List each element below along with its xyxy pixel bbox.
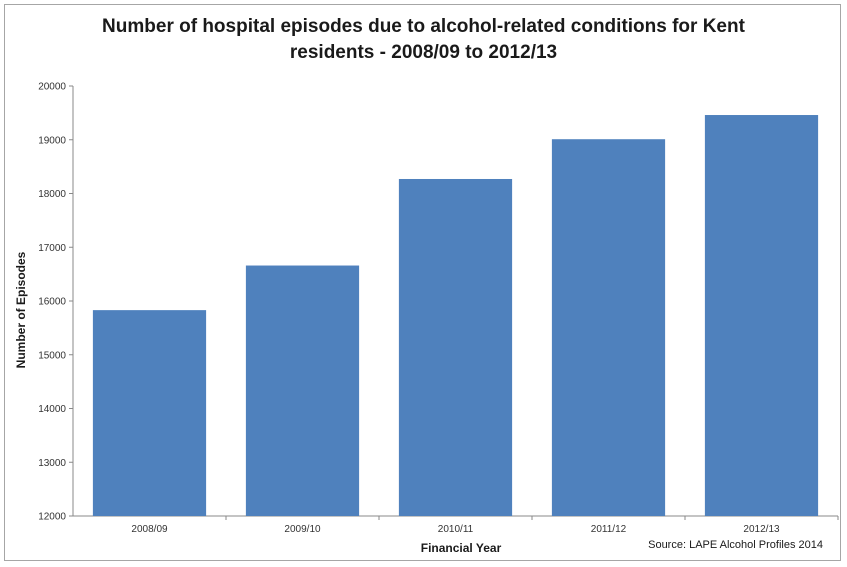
x-tick-label: 2012/13 bbox=[743, 524, 780, 535]
chart-title-line-1: Number of hospital episodes due to alcoh… bbox=[102, 16, 745, 37]
y-tick-label: 13000 bbox=[38, 458, 66, 469]
bar-2011-12 bbox=[551, 139, 666, 516]
x-tick-label: 2009/10 bbox=[284, 524, 321, 535]
y-tick-label: 15000 bbox=[38, 350, 66, 361]
x-axis-ticks: 2008/09 2009/10 2010/11 2011/12 2012/13 bbox=[131, 516, 839, 535]
x-tick-label: 2011/12 bbox=[591, 524, 627, 535]
bar-2010-11 bbox=[398, 178, 513, 517]
bar-2009-10 bbox=[245, 265, 360, 516]
y-tick-label: 20000 bbox=[38, 82, 66, 93]
y-tick-label: 19000 bbox=[38, 135, 66, 146]
y-tick-label: 14000 bbox=[38, 404, 66, 415]
bar-2008-09 bbox=[92, 310, 207, 516]
bar-2012-13 bbox=[704, 115, 819, 517]
y-tick-label: 16000 bbox=[38, 297, 66, 308]
chart-title-line-2: residents - 2008/09 to 2012/13 bbox=[289, 42, 558, 63]
y-tick-label: 17000 bbox=[38, 243, 66, 254]
x-tick-label: 2010/11 bbox=[438, 524, 474, 535]
y-axis-title: Number of Episodes bbox=[14, 251, 28, 368]
x-axis-title: Financial Year bbox=[421, 541, 502, 555]
source-note: Source: LAPE Alcohol Profiles 2014 bbox=[648, 539, 823, 551]
y-axis-ticks: 12000 13000 14000 15000 16000 17000 18000 19000… bbox=[38, 82, 73, 523]
x-tick-label: 2008/09 bbox=[131, 524, 168, 535]
chart-title: Number of hospital episodes due to alcoh… bbox=[0, 14, 847, 66]
y-tick-label: 18000 bbox=[38, 189, 66, 200]
y-tick-label: 12000 bbox=[38, 512, 66, 523]
bars-group bbox=[92, 115, 819, 517]
